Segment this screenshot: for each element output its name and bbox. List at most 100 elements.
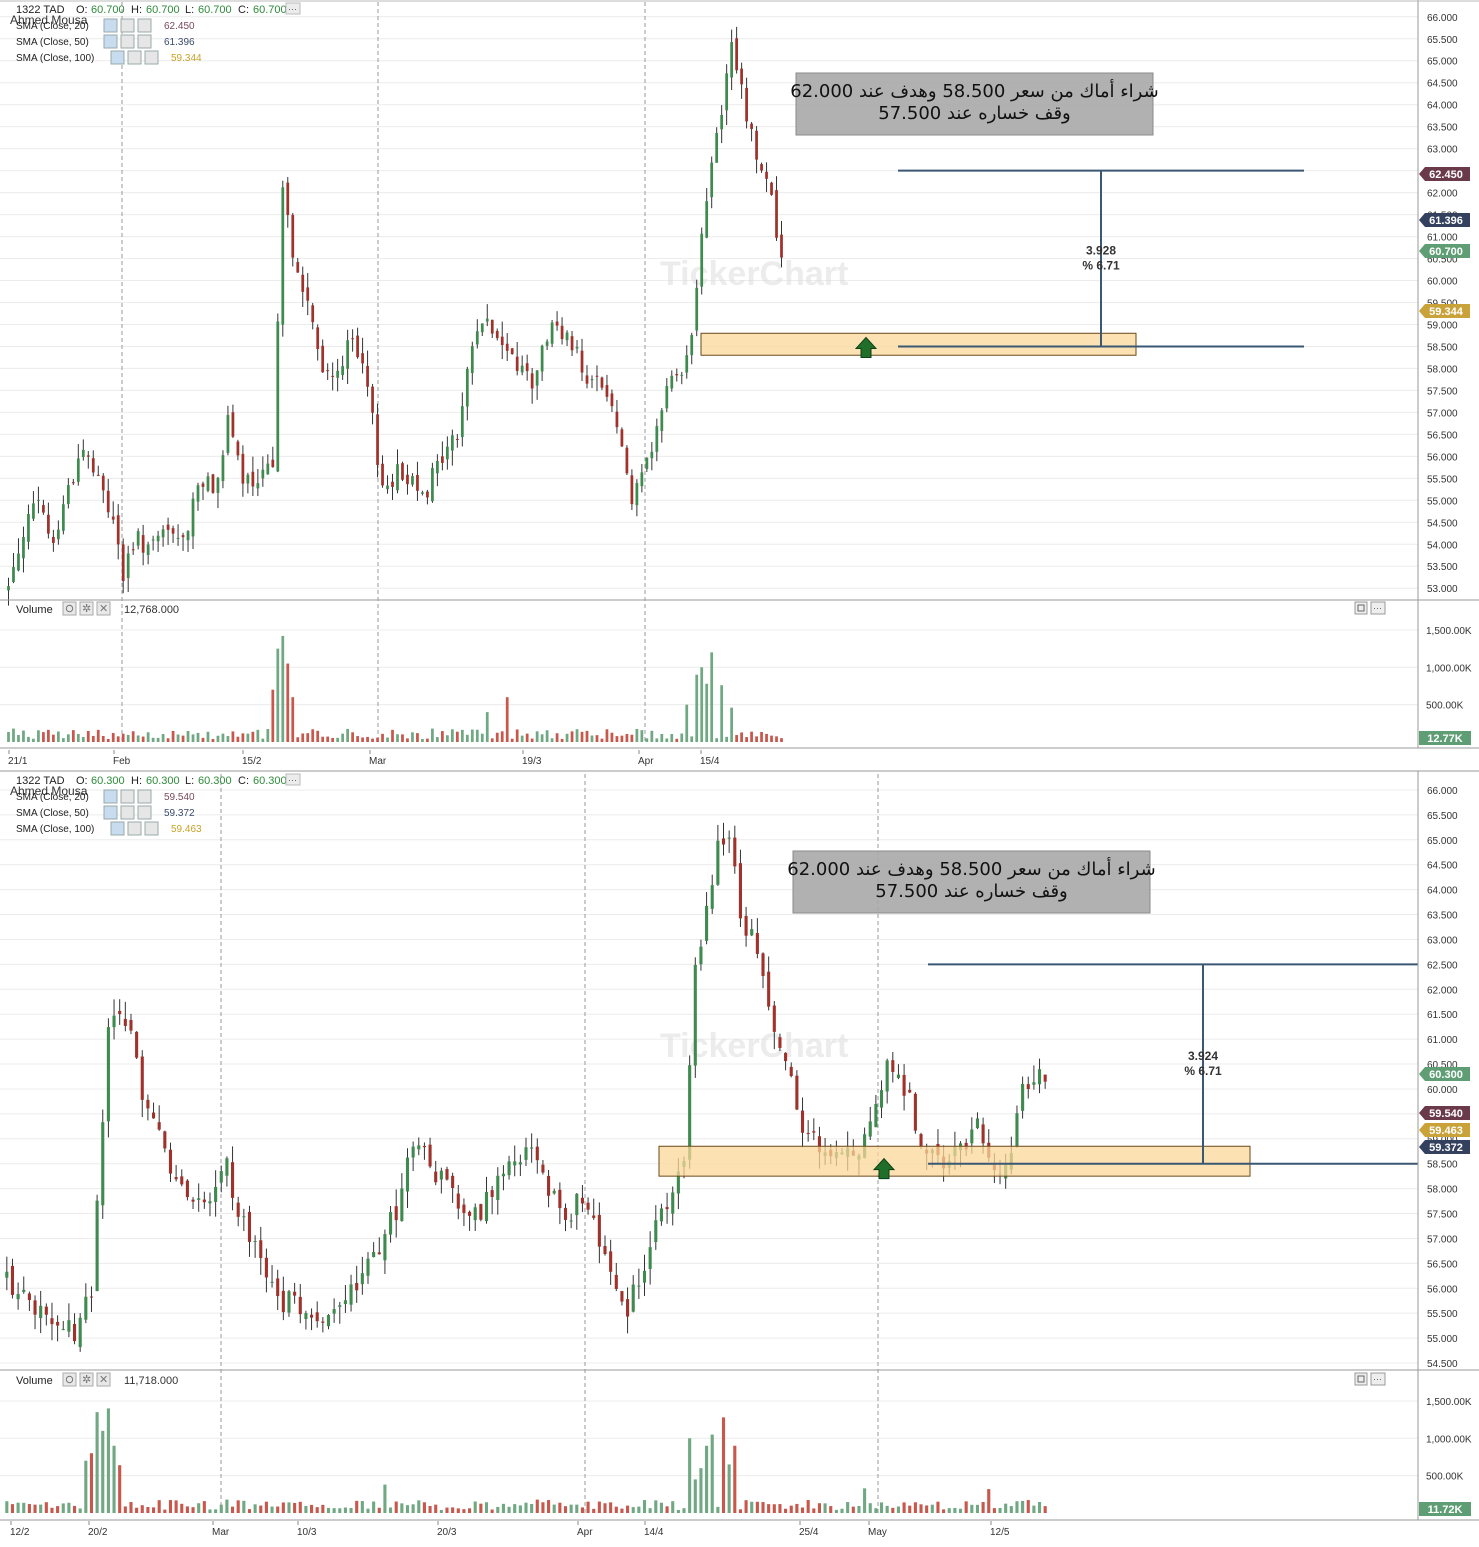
close-icon[interactable] bbox=[144, 50, 159, 65]
eye-icon[interactable] bbox=[103, 34, 118, 49]
candle-body bbox=[186, 531, 190, 541]
price-tick-label: 58.500 bbox=[1427, 1160, 1458, 1171]
volume-bar bbox=[131, 731, 135, 742]
candle-body bbox=[349, 1284, 353, 1305]
candle-body bbox=[1032, 1082, 1036, 1085]
candle-body bbox=[321, 1321, 325, 1323]
volume-bar bbox=[642, 1500, 647, 1513]
eye-icon[interactable] bbox=[103, 18, 118, 33]
candle-body bbox=[7, 586, 10, 591]
close-icon[interactable] bbox=[137, 789, 152, 804]
candle-body bbox=[211, 474, 215, 493]
volume-bar bbox=[355, 1500, 359, 1513]
candle-body bbox=[135, 1031, 139, 1058]
indicator-value: 59.463 bbox=[171, 824, 202, 835]
eye-icon[interactable] bbox=[110, 821, 125, 836]
candle-body bbox=[383, 1234, 387, 1261]
gear-icon[interactable] bbox=[120, 805, 135, 820]
candle-body bbox=[360, 1273, 364, 1285]
close-icon[interactable] bbox=[137, 805, 152, 820]
volume-bar bbox=[525, 733, 529, 742]
eye-icon[interactable] bbox=[110, 50, 125, 65]
gear-icon[interactable] bbox=[120, 789, 135, 804]
volume-bar bbox=[259, 1505, 263, 1513]
candle-body bbox=[970, 1129, 974, 1144]
eye-icon[interactable] bbox=[62, 601, 77, 616]
more-options-button[interactable] bbox=[285, 773, 301, 786]
price-tick-label: 55.000 bbox=[1427, 1334, 1458, 1345]
candles bbox=[7, 26, 783, 606]
candle-body bbox=[50, 1318, 54, 1325]
gear-icon[interactable] bbox=[79, 1372, 94, 1387]
more-icon[interactable] bbox=[1370, 1372, 1386, 1386]
indicator-value: 59.372 bbox=[164, 808, 195, 819]
candle-body bbox=[665, 386, 669, 409]
close-icon[interactable] bbox=[96, 1372, 111, 1387]
volume-axis: 500.00K 1,000.00K 1,500.00K bbox=[1426, 626, 1472, 712]
volume-bar bbox=[710, 652, 714, 742]
svg-text:✕: ✕ bbox=[99, 603, 108, 615]
candle-body bbox=[552, 1190, 556, 1194]
candle-body bbox=[750, 123, 753, 129]
price-badge bbox=[1419, 1067, 1470, 1081]
candle-body bbox=[660, 410, 664, 432]
gear-icon[interactable] bbox=[127, 821, 142, 836]
close-icon[interactable] bbox=[137, 34, 152, 49]
volume-controls[interactable]: ✲ ✕ bbox=[62, 601, 111, 616]
eye-icon[interactable] bbox=[103, 805, 118, 820]
volume-bar bbox=[270, 1506, 274, 1513]
gear-icon[interactable] bbox=[127, 50, 142, 65]
candle-body bbox=[84, 1296, 88, 1320]
candle-body bbox=[72, 1323, 77, 1342]
volume-bar bbox=[246, 733, 250, 742]
eye-icon[interactable] bbox=[62, 1372, 77, 1387]
candle-body bbox=[745, 87, 748, 122]
volume-bar bbox=[181, 735, 185, 742]
open-label: O: bbox=[76, 4, 88, 16]
close-icon[interactable] bbox=[96, 601, 111, 616]
drawings[interactable]: شراء أماك من سعر 58.500 وهدف عند 62.000و… bbox=[658, 850, 1418, 1180]
candle-body bbox=[37, 499, 40, 501]
maximize-icon[interactable] bbox=[1354, 601, 1368, 615]
maximize-icon[interactable] bbox=[1354, 1372, 1368, 1386]
volume-bar bbox=[101, 735, 105, 742]
volume-bar bbox=[72, 1505, 77, 1513]
gear-icon[interactable] bbox=[120, 18, 135, 33]
volume-bar bbox=[428, 1506, 432, 1513]
candle-body bbox=[513, 1161, 517, 1166]
candle-body bbox=[434, 1171, 438, 1183]
volume-badge bbox=[1419, 731, 1471, 745]
drawings[interactable]: شراء أماك من سعر 58.500 وهدف عند 62.000و… bbox=[700, 72, 1304, 358]
volume-bar bbox=[17, 734, 20, 742]
eye-icon[interactable] bbox=[103, 789, 118, 804]
candle-body bbox=[1026, 1084, 1030, 1089]
gear-icon[interactable] bbox=[79, 601, 94, 616]
volume-bar bbox=[908, 1505, 912, 1513]
volume-bar bbox=[451, 1507, 455, 1513]
volume-bar bbox=[671, 1501, 675, 1513]
more-options-button[interactable] bbox=[285, 2, 301, 15]
close-icon[interactable] bbox=[137, 18, 152, 33]
candle-body bbox=[518, 1162, 522, 1165]
candle-body bbox=[106, 1027, 110, 1122]
candle-body bbox=[17, 553, 20, 571]
time-label: Apr bbox=[638, 756, 654, 767]
volume-bar bbox=[201, 737, 205, 742]
time-label: May bbox=[868, 1527, 887, 1538]
candle-body bbox=[730, 42, 734, 78]
volume-bar bbox=[660, 733, 664, 742]
volume-bar bbox=[191, 1507, 195, 1513]
volume-bar bbox=[331, 737, 335, 742]
candle-body bbox=[670, 375, 674, 389]
volume-bar bbox=[286, 663, 290, 742]
volume-bar bbox=[336, 737, 340, 742]
close-icon[interactable] bbox=[144, 821, 159, 836]
gear-icon[interactable] bbox=[120, 34, 135, 49]
more-icon[interactable] bbox=[1370, 601, 1386, 615]
price-tick-label: 57.000 bbox=[1427, 408, 1458, 419]
volume-bar bbox=[401, 734, 404, 742]
candle-body bbox=[740, 68, 743, 85]
candle-body bbox=[261, 469, 265, 479]
price-tick-label: 64.000 bbox=[1427, 101, 1458, 112]
volume-controls[interactable]: ✲ ✕ bbox=[62, 1372, 111, 1387]
